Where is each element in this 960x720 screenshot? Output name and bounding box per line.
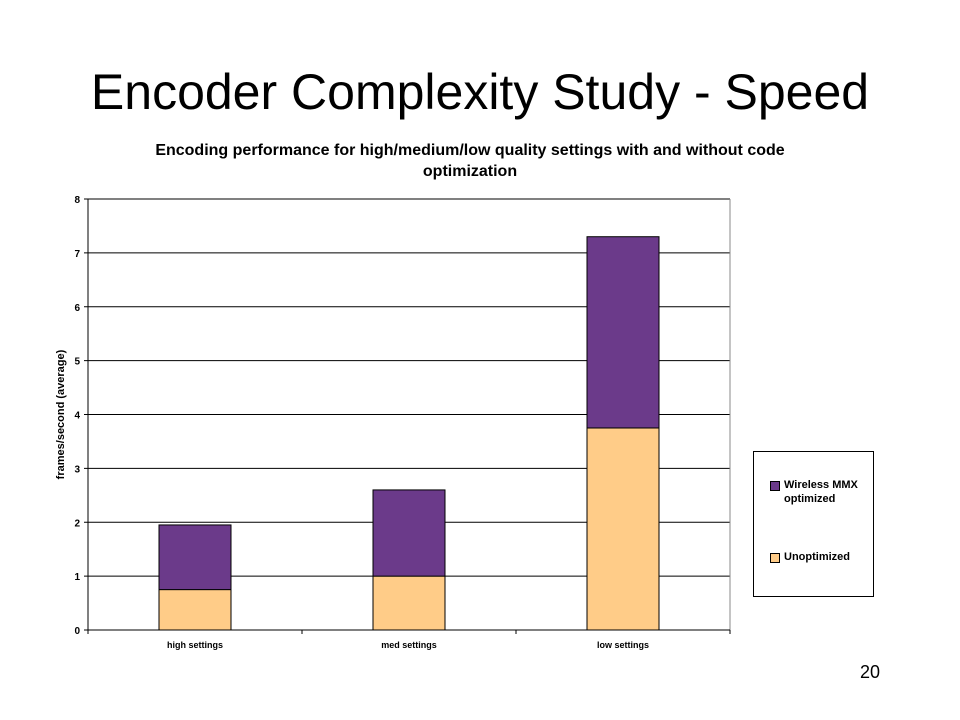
y-tick-label: 1 <box>74 572 80 583</box>
y-axis-label: frames/second (average) <box>55 349 67 479</box>
y-tick-label: 8 <box>74 195 80 206</box>
legend-label-wireless-mmx: Wireless MMX optimized <box>784 479 858 505</box>
y-tick-label: 4 <box>74 411 80 422</box>
slide-title: Encoder Complexity Study - Speed <box>90 64 870 120</box>
y-tick-label: 5 <box>74 357 80 368</box>
y-tick-label: 0 <box>74 626 80 637</box>
y-tick-label: 2 <box>74 518 80 529</box>
y-tick-label: 7 <box>74 249 80 260</box>
legend-label-unoptimized: Unoptimized <box>784 551 850 563</box>
legend-swatch-wireless-mmx <box>770 481 780 491</box>
bar-unoptimized-2 <box>372 575 446 631</box>
bar-unoptimized-1 <box>158 589 232 631</box>
legend-swatch-unoptimized <box>770 553 780 563</box>
bar-unoptimized-3 <box>586 427 660 631</box>
x-tick-label: high settings <box>167 640 223 650</box>
legend-item-wireless-mmx: Wireless MMX optimized <box>770 478 874 506</box>
bar-wireless-mmx-2 <box>372 489 446 577</box>
chart-legend: Wireless MMX optimized Unoptimized <box>753 451 874 597</box>
legend-item-unoptimized: Unoptimized <box>770 550 874 564</box>
x-tick-label: low settings <box>597 640 649 650</box>
y-tick-label: 6 <box>74 303 80 314</box>
page-number: 20 <box>860 662 881 682</box>
bar-wireless-mmx-3 <box>586 236 660 429</box>
y-tick-label: 3 <box>74 464 80 475</box>
x-tick-label: med settings <box>381 640 437 650</box>
chart-title: Encoding performance for high/medium/low… <box>155 142 785 180</box>
bar-wireless-mmx-1 <box>158 524 232 591</box>
